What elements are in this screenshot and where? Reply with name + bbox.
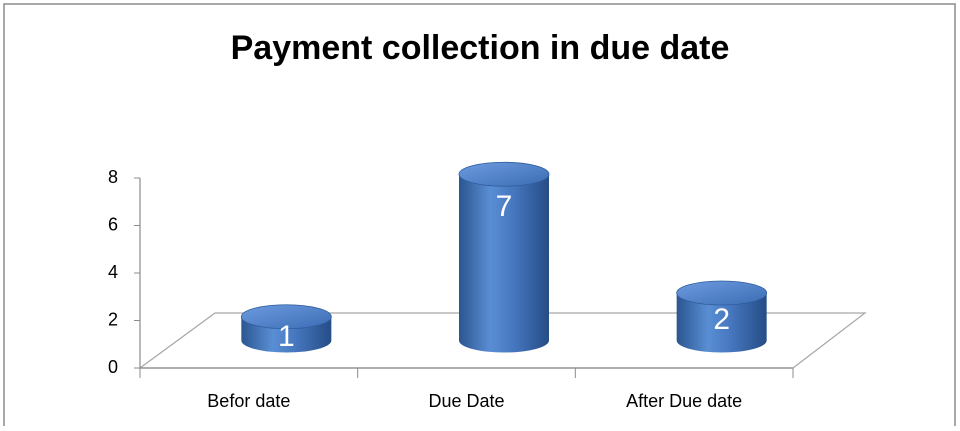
cylinder-top [240,304,332,330]
y-tick-label: 0 [108,357,118,377]
data-label: 7 [496,190,513,223]
y-tick-label: 4 [108,262,118,282]
data-label: 1 [278,320,295,353]
cylinder-top [458,161,550,187]
x-tick-label: Due Date [428,391,504,411]
cylinder [676,293,767,353]
y-tick-label: 6 [108,214,118,234]
data-label: 2 [713,303,730,336]
chart-title: Payment collection in due date [231,29,730,67]
cylinder-top [676,280,768,306]
cylinder [459,174,549,353]
x-tick-label: Befor date [207,391,290,411]
x-tick-label: After Due date [626,391,742,411]
y-tick-label: 8 [108,167,118,187]
y-tick-label: 2 [108,309,118,329]
